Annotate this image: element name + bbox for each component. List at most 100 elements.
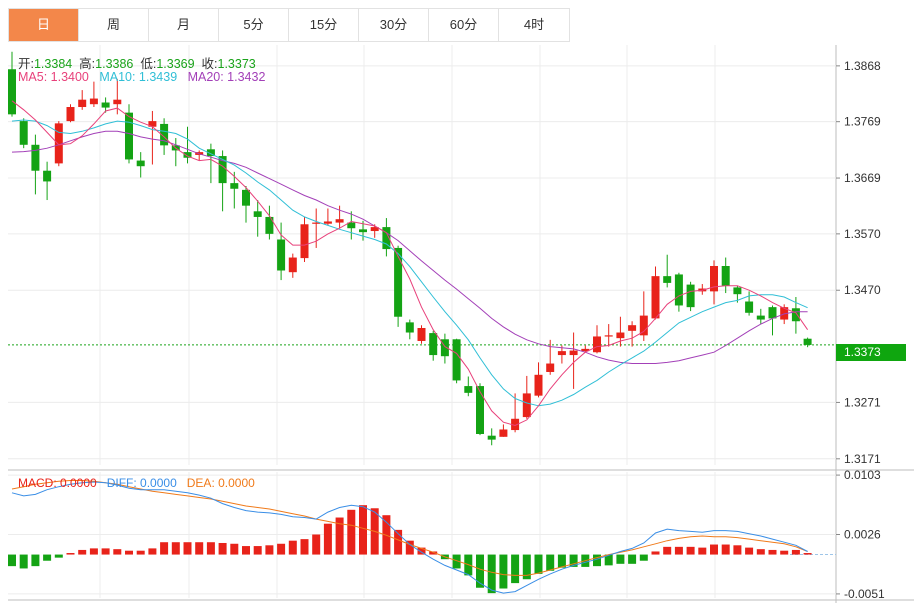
y-tick-label: 1.3470 xyxy=(844,283,881,297)
candle-body xyxy=(745,301,754,313)
tab-month[interactable]: 月 xyxy=(149,9,219,41)
candle-body xyxy=(206,149,215,157)
ma5-legend: MA5: 1.3400 xyxy=(18,70,89,84)
period-tabs: 日 周 月 5分 15分 30分 60分 4时 xyxy=(8,8,570,42)
candle-body xyxy=(113,99,122,105)
low-label: 低: xyxy=(140,57,157,71)
ma20-line xyxy=(11,130,808,364)
macd-bar xyxy=(593,554,601,567)
candle-body xyxy=(288,257,297,273)
macd-bar xyxy=(125,550,133,555)
candle-body xyxy=(242,189,250,206)
macd-bar xyxy=(206,542,215,555)
tab-day[interactable]: 日 xyxy=(9,9,79,41)
candle-body xyxy=(125,112,133,160)
candle-body xyxy=(710,265,718,292)
macd-bar xyxy=(557,554,566,568)
candle-body xyxy=(440,339,449,357)
macd-bar xyxy=(300,539,309,555)
macd-tick-label: 0.0026 xyxy=(844,528,881,542)
macd-bar xyxy=(394,529,403,555)
y-tick-label: 1.3669 xyxy=(844,171,881,185)
macd-bar xyxy=(253,546,262,555)
candle-body xyxy=(300,224,309,259)
macd-bar xyxy=(628,554,637,564)
candle-body xyxy=(604,335,613,337)
ma10-legend: MA10: 1.3439 xyxy=(99,70,178,84)
candle-body xyxy=(405,322,414,333)
macd-bar xyxy=(616,554,625,564)
macd-bar xyxy=(803,553,812,555)
macd-bar xyxy=(148,548,157,555)
macd-bar xyxy=(721,544,730,555)
macd-bar xyxy=(43,554,52,561)
candle-body xyxy=(277,239,286,271)
candle-body xyxy=(663,276,672,283)
macd-bar xyxy=(733,545,742,555)
low-value: 1.3369 xyxy=(156,57,195,71)
y-tick-label: 1.3171 xyxy=(844,452,881,466)
close-label: 收: xyxy=(201,57,218,71)
macd-bar xyxy=(569,554,578,567)
macd-bar xyxy=(54,554,63,558)
candle-body xyxy=(429,333,438,356)
candle-body xyxy=(417,328,426,341)
macd-bar xyxy=(745,547,754,555)
candle-body xyxy=(66,107,75,122)
candle-body xyxy=(639,315,648,336)
candle-body xyxy=(476,386,484,434)
macd-bar xyxy=(78,549,87,555)
macd-bar xyxy=(686,546,695,555)
open-value: 1.3384 xyxy=(33,57,73,71)
macd-bar xyxy=(487,554,496,594)
candle-body xyxy=(628,325,637,331)
macd-bar xyxy=(66,553,75,555)
tab-5min[interactable]: 5分 xyxy=(219,9,289,41)
high-value: 1.3386 xyxy=(95,57,134,71)
dea-value: DEA: 0.0000 xyxy=(186,476,255,490)
dea-line xyxy=(11,480,808,576)
macd-bar xyxy=(663,546,672,555)
candle-body xyxy=(686,284,695,308)
macd-bar xyxy=(347,509,356,555)
candle-body xyxy=(780,307,789,320)
candle-body xyxy=(557,351,566,356)
macd-bar xyxy=(288,540,297,555)
macd-bar xyxy=(405,540,414,555)
ma5-line xyxy=(11,100,809,427)
candle-body xyxy=(323,221,332,224)
candle-body xyxy=(756,315,765,320)
high-label: 高: xyxy=(79,57,96,71)
tab-30min[interactable]: 30分 xyxy=(359,9,429,41)
candle-body xyxy=(312,222,321,224)
tab-week[interactable]: 周 xyxy=(79,9,149,41)
ohlc-readout: 开:1.3384 高:1.3386 低:1.3369 收:1.3373 xyxy=(18,53,256,72)
ma-legend: MA5: 1.3400 MA10: 1.3439 MA20: 1.3432 xyxy=(18,70,265,84)
macd-bar xyxy=(265,545,274,555)
macd-bar xyxy=(312,534,321,555)
macd-bar xyxy=(89,548,98,555)
candle-body xyxy=(721,265,730,286)
candle-body xyxy=(136,160,145,167)
macd-bar xyxy=(8,554,16,567)
macd-bar xyxy=(31,554,40,567)
macd-bar xyxy=(522,554,531,580)
tab-4hour[interactable]: 4时 xyxy=(523,17,545,32)
tab-15min[interactable]: 15分 xyxy=(289,9,359,41)
macd-bar xyxy=(780,550,789,555)
macd-bar xyxy=(101,548,110,555)
candle-body xyxy=(791,308,800,322)
macd-bar xyxy=(359,505,367,555)
macd-bar xyxy=(710,544,718,555)
macd-value: MACD: 0.0000 xyxy=(18,476,97,490)
tab-60min[interactable]: 60分 xyxy=(429,9,499,41)
candle-body xyxy=(101,102,110,108)
candle-body xyxy=(160,123,169,146)
macd-tick-label: 0.0103 xyxy=(844,468,881,482)
macd-bar xyxy=(534,554,543,574)
macd-bar xyxy=(218,542,227,555)
candle-body xyxy=(522,393,531,418)
candle-body xyxy=(54,123,63,164)
candle-body xyxy=(651,276,660,319)
